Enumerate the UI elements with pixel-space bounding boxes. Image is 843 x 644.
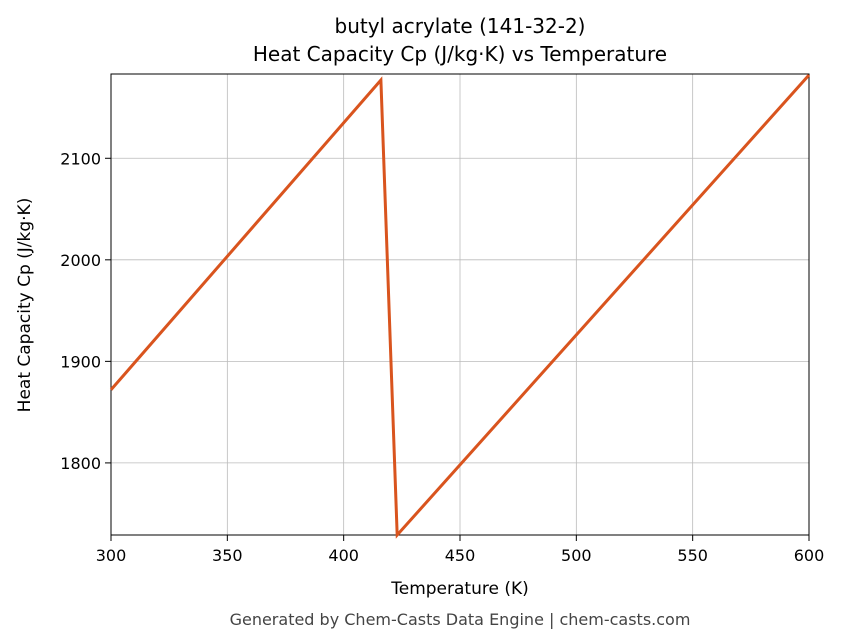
y-tick-label: 1800	[60, 454, 101, 473]
y-tick-label: 1900	[60, 352, 101, 371]
x-tick-label: 600	[794, 546, 825, 565]
chart-title: butyl acrylate (141-32-2)	[335, 14, 586, 38]
x-tick-label: 400	[328, 546, 359, 565]
plot-frame	[110, 73, 810, 536]
x-tick-label: 450	[445, 546, 476, 565]
y-axis-label: Heat Capacity Cp (J/kg·K)	[15, 198, 35, 413]
x-tick-label: 500	[561, 546, 592, 565]
x-tick-label: 300	[96, 546, 127, 565]
footer: Generated by Chem-Casts Data Engine | ch…	[230, 610, 691, 629]
y-tick-label: 2100	[60, 149, 101, 168]
data-line	[109, 74, 811, 539]
chart-subtitle: Heat Capacity Cp (J/kg·K) vs Temperature	[253, 42, 667, 66]
y-tick-label: 2000	[60, 251, 101, 270]
x-axis-label: Temperature (K)	[390, 579, 529, 599]
x-tick-label: 550	[677, 546, 708, 565]
x-tick-label: 350	[212, 546, 243, 565]
